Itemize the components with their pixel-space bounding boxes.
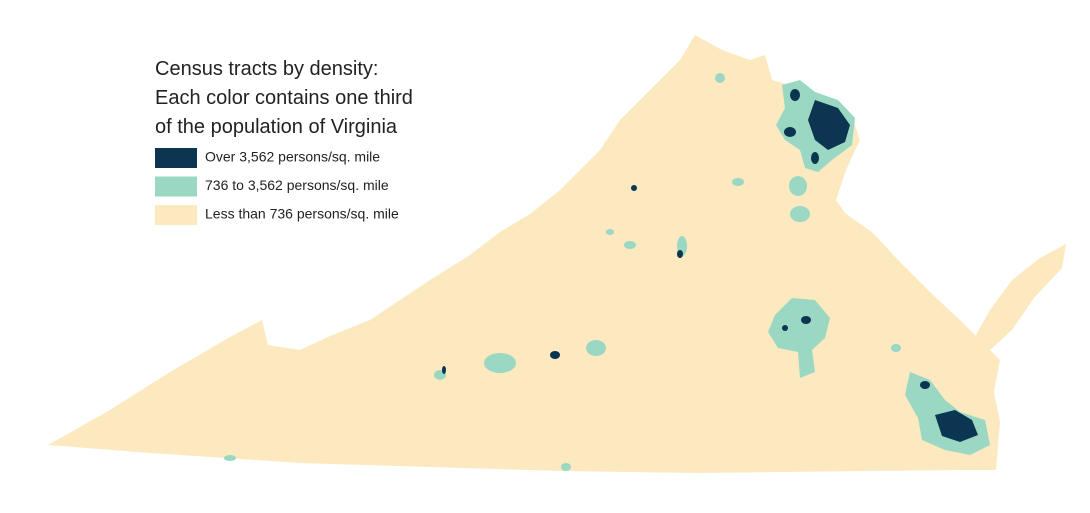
tract-patch [606,229,614,235]
tract-patch [484,353,516,373]
legend-swatch [155,176,197,197]
high-density-tracts [442,89,978,442]
tract-patch [790,89,800,101]
tract-patch [811,152,819,164]
tract-patch [224,455,236,461]
legend-label: Less than 736 persons/sq. mile [205,206,399,222]
tract-patch [561,463,571,471]
tract-patch [801,316,811,324]
tract-patch [586,340,606,356]
state-shape [48,35,1066,473]
tract-patch [782,325,788,331]
state-outline [48,35,1000,473]
tract-patch [784,127,796,137]
tract-patch [631,185,637,191]
tract-patch [442,366,446,374]
tract-patch [677,250,683,258]
eastern-shore [972,244,1066,350]
tract-patch [789,176,807,196]
northern-virginia-core [808,100,850,150]
tract-patch [790,206,810,222]
legend: Over 3,562 persons/sq. mile 736 to 3,562 … [155,148,399,225]
tract-patch [550,351,560,359]
legend-label: 736 to 3,562 persons/sq. mile [205,177,389,193]
legend-swatch [155,148,197,168]
tract-patch [624,241,636,249]
tract-patch [891,344,901,352]
title-line: Each color contains one third [155,87,413,109]
title-line: of the population of Virginia [155,116,398,138]
title: Census tracts by density: Each color con… [155,58,413,138]
tract-patch [920,381,930,389]
title-line: Census tracts by density: [155,58,378,80]
tract-patch [715,73,725,83]
legend-swatch [155,205,197,225]
hampton-roads-core [935,410,978,442]
richmond [768,298,830,378]
tract-patch [732,178,744,186]
legend-label: Over 3,562 persons/sq. mile [205,149,380,165]
